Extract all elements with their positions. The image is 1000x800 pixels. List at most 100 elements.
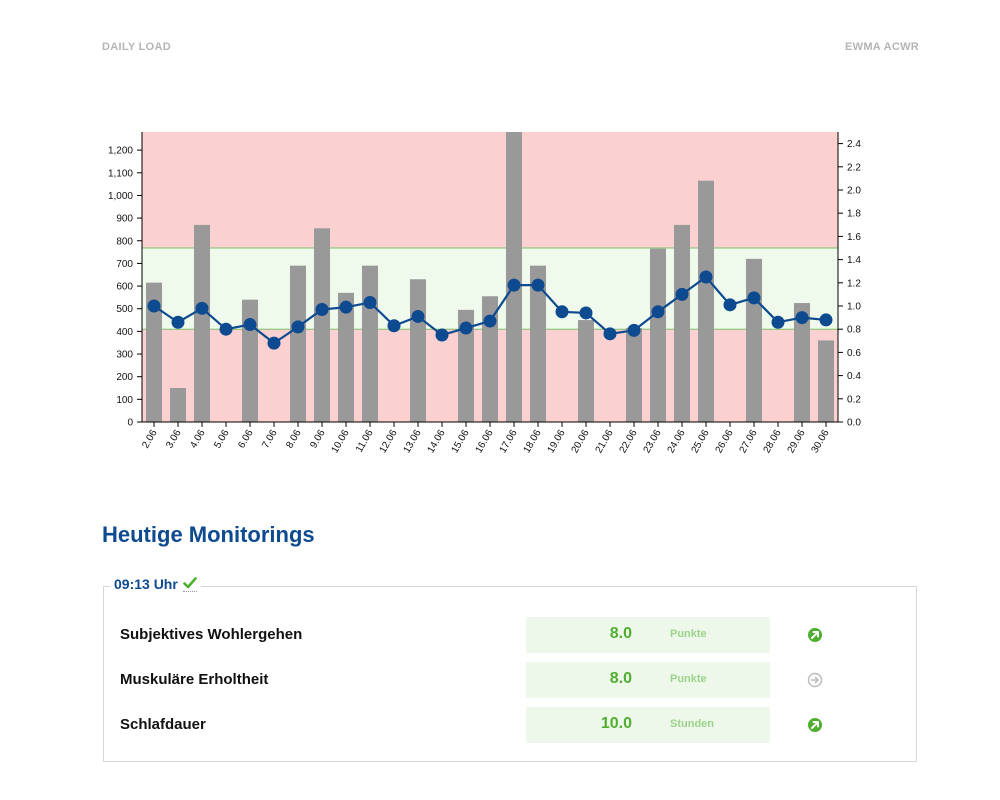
- x-tick-label: 14.06: [426, 428, 448, 456]
- bar: [578, 320, 594, 422]
- value-box: 10.0 Stunden: [526, 707, 770, 743]
- trend-up-icon[interactable]: [807, 717, 823, 733]
- acwr-point: [315, 302, 329, 316]
- bar: [794, 303, 810, 422]
- row-label: Muskuläre Erholtheit: [120, 671, 269, 688]
- acwr-point: [147, 299, 161, 313]
- x-tick-label: 7.06: [260, 428, 279, 451]
- y-tick-label: 800: [116, 236, 133, 247]
- load-acwr-chart: 0 100 200 300 400 500 600 700 800 900 1,000 1,100 1,…: [108, 132, 861, 456]
- x-tick-label: 10.06: [330, 428, 352, 456]
- x-tick-label: 21.06: [594, 428, 616, 456]
- x-tick-label: 19.06: [546, 428, 568, 456]
- bar: [338, 292, 354, 422]
- acwr-point: [483, 314, 497, 328]
- y2-tick-label: 0.2: [847, 394, 861, 405]
- monitoring-time: 09:13 Uhr: [114, 576, 178, 592]
- x-tick-label: 11.06: [354, 428, 376, 455]
- y2-tick-label: 0.6: [847, 348, 861, 359]
- acwr-point: [387, 319, 401, 333]
- acwr-point: [531, 278, 545, 292]
- y2-tick-label: 1.0: [847, 302, 861, 313]
- bar: [506, 132, 522, 422]
- acwr-point: [555, 305, 569, 319]
- acwr-point: [699, 270, 713, 284]
- y2-tick-label: 0.8: [847, 325, 861, 336]
- acwr-point: [723, 298, 737, 312]
- check-icon: [182, 576, 197, 592]
- x-tick-label: 23.06: [642, 428, 664, 456]
- x-tick-label: 13.06: [402, 428, 424, 456]
- x-tick-label: 18.06: [522, 428, 544, 456]
- x-tick-label: 27.06: [738, 428, 760, 456]
- bar: [170, 388, 186, 422]
- x-tick-label: 16.06: [474, 428, 496, 456]
- bar: [242, 299, 258, 422]
- y2-tick-label: 2.4: [847, 139, 861, 150]
- bar: [626, 327, 642, 422]
- x-tick-label: 22.06: [618, 428, 640, 456]
- acwr-point: [411, 309, 425, 323]
- y2-tick-label: 1.4: [847, 255, 861, 266]
- row-unit: Stunden: [670, 718, 714, 730]
- x-tick-label: 4.06: [188, 428, 207, 451]
- row-value: 8.0: [609, 670, 632, 687]
- y2-tick-label: 1.2: [847, 278, 861, 289]
- trend-neutral-icon[interactable]: [807, 672, 823, 688]
- x-tick-label: 28.06: [762, 428, 784, 456]
- bar: [530, 265, 546, 422]
- row-label: Schlafdauer: [120, 716, 206, 733]
- bar: [674, 224, 690, 422]
- acwr-point: [771, 315, 785, 329]
- row-value: 8.0: [609, 625, 632, 642]
- y-tick-label: 1,000: [108, 191, 133, 202]
- y-tick-label: 600: [116, 282, 133, 293]
- monitoring-panel: Subjektives Wohlergehen 8.0 Punkte Musku…: [103, 586, 917, 762]
- danger-zone-upper: [142, 132, 838, 248]
- bar: [314, 228, 330, 422]
- acwr-point: [747, 291, 761, 305]
- acwr-point: [435, 328, 449, 342]
- y2-tick-label: 2.2: [847, 162, 861, 173]
- y-tick-label: 500: [116, 304, 133, 315]
- bar: [698, 180, 714, 422]
- row-label: Subjektives Wohlergehen: [120, 626, 303, 643]
- y-tick-label: 700: [116, 259, 133, 270]
- y-tick-label: 200: [116, 372, 133, 383]
- acwr-point: [195, 301, 209, 315]
- x-tick-label: 26.06: [714, 428, 736, 456]
- trend-up-icon[interactable]: [807, 627, 823, 643]
- bar: [818, 340, 834, 422]
- bar: [458, 309, 474, 422]
- bar: [362, 265, 378, 422]
- value-box: 8.0 Punkte: [526, 662, 770, 698]
- y2-tick-label: 0.0: [847, 418, 861, 429]
- x-tick-label: 12.06: [378, 428, 400, 456]
- acwr-point: [795, 311, 809, 325]
- ewma-acwr-label: EWMA ACWR: [845, 41, 919, 53]
- x-tick-label: 30.06: [810, 428, 832, 456]
- x-tick-label: 2.06: [140, 428, 159, 451]
- monitoring-row: Schlafdauer 10.0 Stunden: [104, 707, 916, 743]
- acwr-point: [603, 327, 617, 341]
- acwr-point: [675, 287, 689, 301]
- x-tick-label: 6.06: [236, 428, 255, 451]
- monitoring-row: Subjektives Wohlergehen 8.0 Punkte: [104, 617, 916, 653]
- y-tick-label: 300: [116, 350, 133, 361]
- bar: [482, 296, 498, 422]
- row-value: 10.0: [600, 715, 632, 732]
- y-tick-label: 0: [127, 418, 133, 429]
- bar: [410, 279, 426, 422]
- acwr-point: [627, 323, 641, 337]
- y-tick-label: 1,100: [108, 168, 133, 179]
- acwr-point: [459, 321, 473, 335]
- y-tick-label: 1,200: [108, 146, 133, 157]
- x-tick-label: 8.06: [284, 428, 303, 451]
- monitoring-row: Muskuläre Erholtheit 8.0 Punkte: [104, 662, 916, 698]
- y2-tick-label: 1.8: [847, 209, 861, 220]
- y2-tick-label: 0.4: [847, 371, 861, 382]
- bar: [146, 282, 162, 422]
- bar: [650, 248, 666, 422]
- value-box: 8.0 Punkte: [526, 617, 770, 653]
- row-unit: Punkte: [670, 673, 707, 685]
